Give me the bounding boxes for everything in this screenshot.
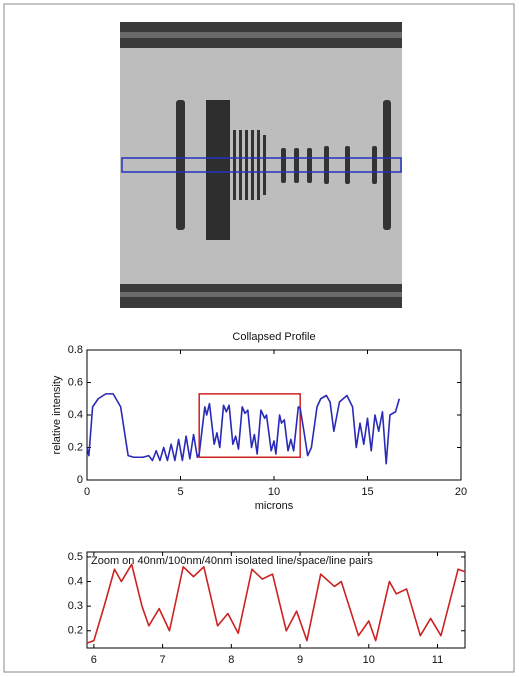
y-tick-label: 0.6 — [68, 376, 83, 388]
plot-area — [86, 551, 466, 649]
y-tick-label: 0.2 — [68, 625, 83, 637]
x-tick-label: 8 — [228, 654, 234, 666]
plot-area — [86, 349, 462, 481]
y-tick-label: 0.3 — [68, 600, 83, 612]
x-tick-label: 5 — [177, 486, 183, 498]
y-tick-label: 0 — [77, 474, 83, 486]
micrograph — [120, 22, 402, 308]
x-tick-label: 10 — [268, 486, 280, 498]
chart-title: Collapsed Profile — [232, 331, 315, 343]
x-tick-label: 15 — [361, 486, 373, 498]
frame — [3, 3, 515, 673]
y-tick-label: 0.4 — [68, 409, 83, 421]
x-tick-label: 9 — [297, 654, 303, 666]
data-line — [86, 393, 401, 465]
x-tick-label: 20 — [455, 486, 467, 498]
x-tick-label: 7 — [160, 654, 166, 666]
y-tick-label: 0.4 — [68, 575, 83, 587]
annotation: Zoom on 40nm/100nm/40nm isolated line/sp… — [91, 555, 373, 567]
y-axis-label: relative intensity — [51, 375, 63, 454]
y-tick-label: 0.8 — [68, 344, 83, 356]
highlight-box — [198, 393, 301, 458]
x-tick-label: 0 — [84, 486, 90, 498]
y-tick-label: 0.2 — [68, 441, 83, 453]
x-tick-label: 10 — [363, 654, 375, 666]
x-axis-label: microns — [255, 500, 294, 512]
data-line — [86, 563, 466, 644]
x-tick-label: 6 — [91, 654, 97, 666]
x-tick-label: 11 — [432, 654, 443, 666]
y-tick-label: 0.5 — [68, 551, 83, 563]
